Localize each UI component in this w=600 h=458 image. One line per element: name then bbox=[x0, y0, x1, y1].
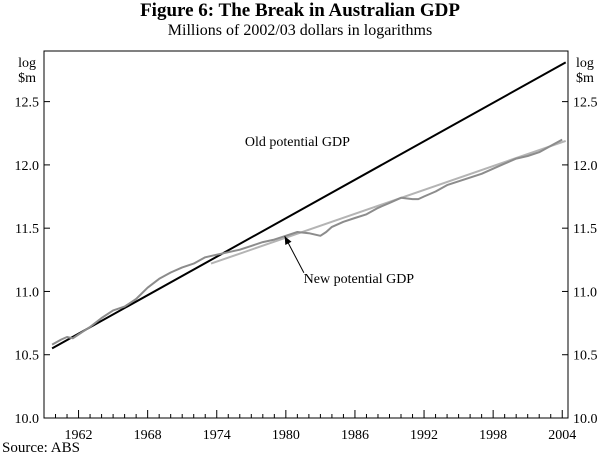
y-tick-label-left: 11.0 bbox=[15, 285, 39, 300]
x-tick-label: 2004 bbox=[548, 428, 576, 443]
y-tick-label-left: 12.5 bbox=[15, 96, 40, 111]
y-tick-label-right: 11.0 bbox=[573, 285, 597, 300]
y-unit-right-log: log bbox=[576, 56, 594, 71]
x-tick-label: 1992 bbox=[410, 428, 438, 443]
y-unit-left-log: log bbox=[18, 56, 36, 71]
y-unit-right-dollars: $m bbox=[576, 71, 594, 86]
figure-subtitle: Millions of 2002/03 dollars in logarithm… bbox=[167, 22, 433, 39]
annotation-old-potential-gdp: Old potential GDP bbox=[245, 135, 350, 150]
y-tick-label-right: 10.0 bbox=[573, 412, 598, 427]
y-tick-label-right: 10.5 bbox=[573, 349, 598, 364]
x-tick-label: 1974 bbox=[203, 428, 231, 443]
y-tick-label-right: 12.5 bbox=[573, 96, 598, 111]
source-note: Source: ABS bbox=[2, 440, 80, 456]
x-tick-label: 1962 bbox=[65, 428, 93, 443]
y-tick-label-left: 10.5 bbox=[15, 349, 40, 364]
y-tick-label-right: 12.0 bbox=[573, 159, 598, 174]
x-tick-label: 1968 bbox=[134, 428, 162, 443]
figure-title: Figure 6: The Break in Australian GDP bbox=[140, 0, 460, 21]
series-old-potential-gdp bbox=[51, 61, 567, 350]
y-unit-left-dollars: $m bbox=[18, 71, 36, 86]
y-tick-label-left: 10.0 bbox=[15, 412, 40, 427]
x-tick-label: 1980 bbox=[272, 428, 300, 443]
x-tick-label: 1986 bbox=[341, 428, 369, 443]
annotation-arrow-head bbox=[284, 236, 292, 245]
annotation-new-potential-gdp: New potential GDP bbox=[304, 272, 415, 287]
y-tick-label-left: 11.5 bbox=[15, 222, 39, 237]
plot-frame bbox=[43, 50, 569, 419]
series-actual-gdp bbox=[51, 138, 563, 346]
x-tick-label: 1998 bbox=[479, 428, 507, 443]
y-tick-label-right: 11.5 bbox=[573, 222, 597, 237]
y-tick-label-left: 12.0 bbox=[15, 159, 40, 174]
series-new-potential-gdp bbox=[210, 139, 567, 265]
